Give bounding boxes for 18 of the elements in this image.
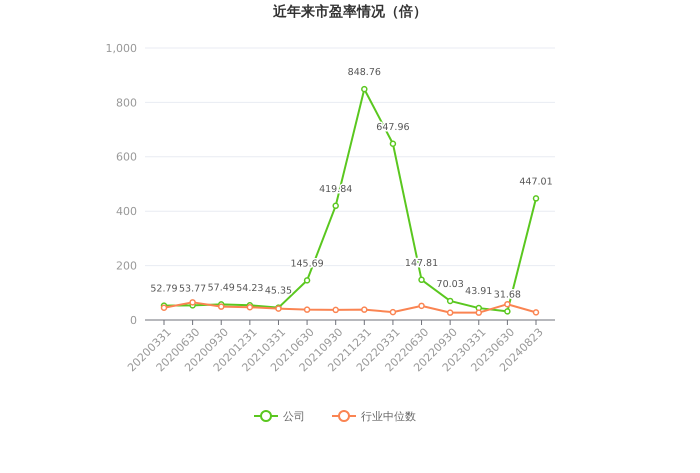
chart-title: 近年来市盈率情况（倍） <box>272 3 427 20</box>
data-label: 53.77 <box>179 283 206 294</box>
y-tick-label: 600 <box>116 150 137 164</box>
data-label: 45.35 <box>264 286 292 297</box>
data-label: 43.91 <box>465 286 492 298</box>
data-label: 848.76 <box>348 67 381 78</box>
y-tick-label: 200 <box>116 259 137 272</box>
data-label: 70.03 <box>436 278 464 290</box>
data-label: 447.01 <box>519 176 553 188</box>
legend-label: 行业中位数 <box>361 410 416 423</box>
data-label: 54.23 <box>236 283 264 294</box>
y-tick-label: 0 <box>130 314 137 327</box>
legend-label: 公司 <box>283 410 305 423</box>
y-tick-label: 800 <box>116 96 137 110</box>
y-tick-label: 1,000 <box>106 42 137 55</box>
data-label: 57.49 <box>208 282 235 294</box>
data-label: 52.79 <box>150 284 178 295</box>
y-tick-label: 400 <box>116 205 137 218</box>
